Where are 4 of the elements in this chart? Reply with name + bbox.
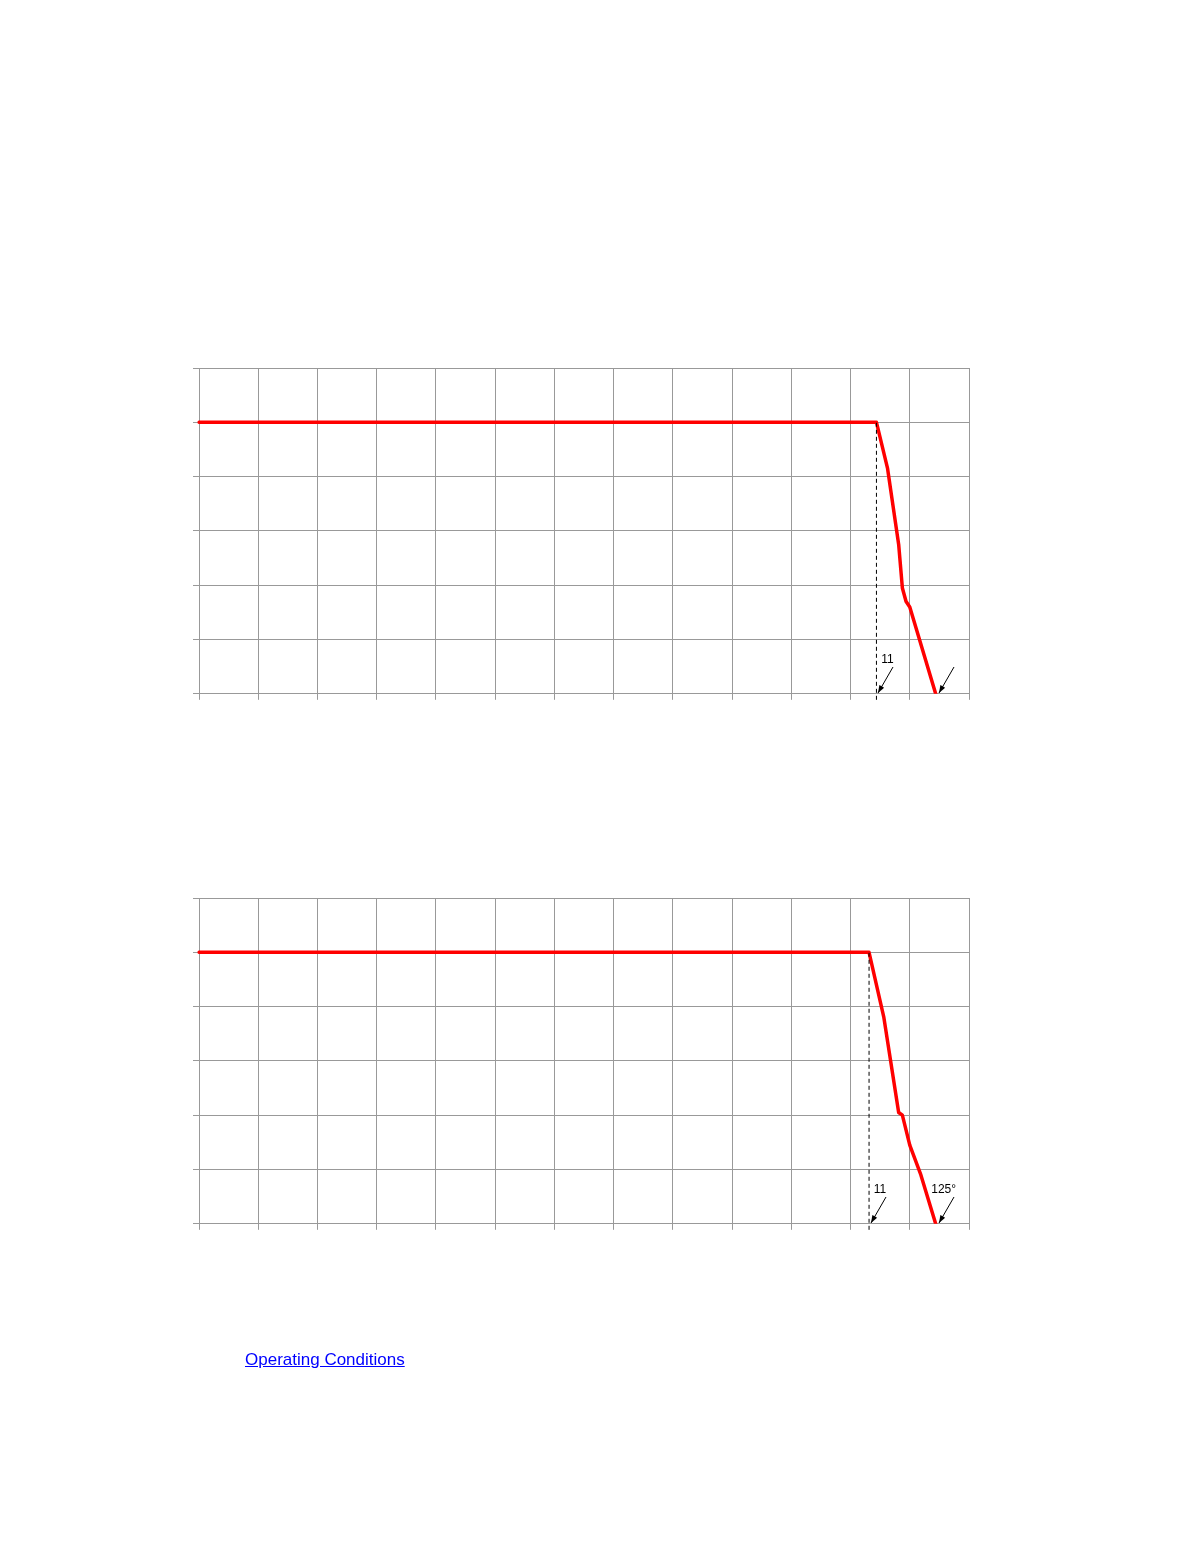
text: Operating Conditions [245, 1350, 405, 1370]
annotation: 11 [881, 651, 894, 666]
annotation: 125° [931, 1181, 957, 1196]
annotation: 11 [873, 1181, 887, 1196]
